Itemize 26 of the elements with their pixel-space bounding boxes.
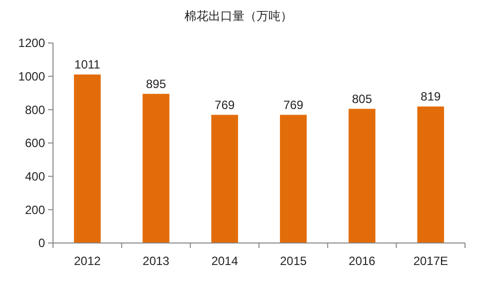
y-tick-label: 600	[24, 136, 46, 150]
bar	[348, 108, 376, 243]
y-tick-label: 0	[38, 236, 46, 250]
x-tick-label: 2015	[280, 254, 308, 268]
x-tick-label: 2016	[348, 254, 376, 268]
bar	[417, 106, 444, 243]
y-tick-label: 1000	[18, 70, 46, 84]
x-tick-label: 2012	[74, 254, 102, 268]
bar	[74, 74, 101, 243]
y-tick-label: 400	[24, 170, 46, 184]
data-label: 895	[146, 76, 166, 91]
data-label: 1011	[74, 58, 101, 72]
bar	[280, 114, 307, 243]
y-tick-label: 1200	[18, 36, 46, 50]
data-label: 769	[283, 98, 304, 112]
data-label: 819	[420, 90, 441, 104]
data-label: 805	[352, 92, 372, 106]
bar	[211, 114, 238, 243]
data-label: 769	[214, 98, 235, 112]
x-tick-label: 2017E	[413, 254, 448, 268]
y-tick-label: 800	[24, 102, 46, 117]
x-tick-label: 2013	[142, 254, 170, 268]
bar	[142, 94, 170, 243]
y-tick-label: 200	[24, 202, 46, 217]
x-tick-label: 2014	[211, 254, 238, 268]
chart-title: 棉花出口量（万吨）	[184, 9, 292, 23]
